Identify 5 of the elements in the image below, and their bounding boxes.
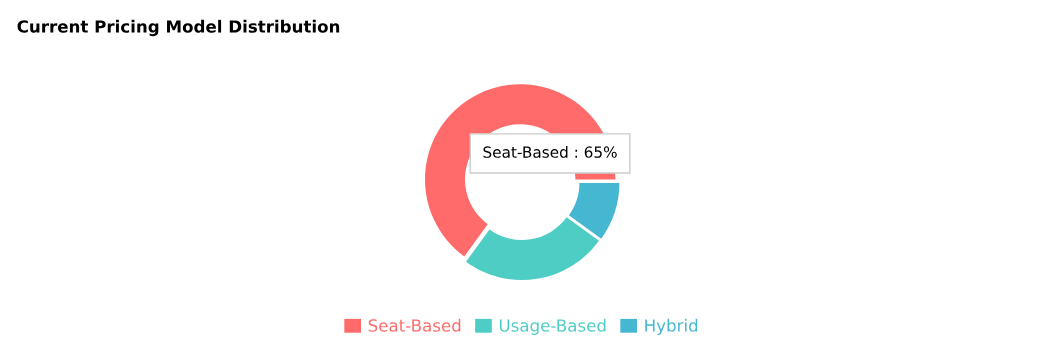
text: Current Pricing Model Distribution <box>17 19 340 37</box>
text: Seat-Based : 65% <box>483 146 617 158</box>
legend-label: Usage-Based <box>499 318 606 335</box>
legend-label: Hybrid <box>645 318 698 335</box>
legend-label: Seat-Based <box>368 318 461 332</box>
